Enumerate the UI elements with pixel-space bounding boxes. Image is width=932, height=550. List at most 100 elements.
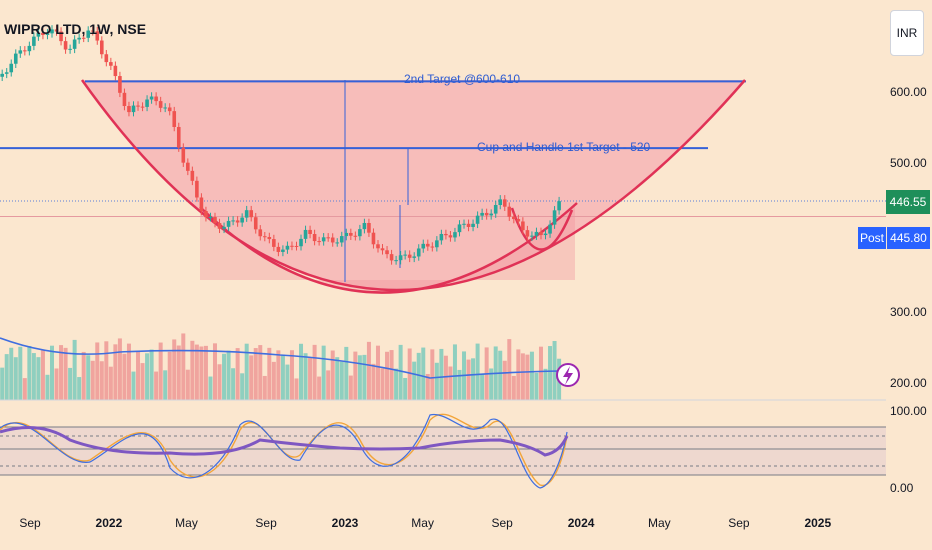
candle-body <box>398 255 403 261</box>
volume-bar <box>4 354 9 400</box>
candle-body <box>235 220 240 223</box>
candle-body <box>9 63 14 73</box>
candle-body <box>213 216 217 224</box>
cup-inner-shading <box>200 205 575 294</box>
candle-body <box>217 223 222 229</box>
candle-body <box>385 250 389 255</box>
volume-bar <box>222 353 227 400</box>
volume-bar <box>172 339 177 400</box>
candle-body <box>253 217 258 230</box>
candle-body <box>104 54 109 63</box>
target2-annotation: 2nd Target @600-610 <box>404 72 521 86</box>
candle-body <box>498 199 503 206</box>
target1-annotation: Cup and Handle 1st Target - 520 <box>477 140 651 154</box>
candle-body <box>548 224 552 234</box>
candle-body <box>32 36 36 46</box>
volume-bar <box>81 351 86 400</box>
volume-bar <box>181 333 186 400</box>
volume-bar <box>520 353 525 400</box>
candle-body <box>99 40 104 55</box>
candle-body <box>0 73 4 77</box>
volume-bar <box>285 364 290 400</box>
candle-body <box>358 229 362 237</box>
volume-bar <box>240 373 245 400</box>
candle-body <box>435 240 439 248</box>
volume-bar <box>145 353 150 400</box>
volume-bar <box>385 351 390 400</box>
candle-body <box>122 92 127 107</box>
candle-body <box>371 232 376 245</box>
volume-bar <box>357 355 362 400</box>
cup-outer-curve <box>80 79 746 292</box>
volume-bar <box>507 339 512 400</box>
volume-bar <box>335 357 340 400</box>
volume-bar <box>63 347 68 400</box>
candle-body <box>403 254 407 256</box>
volume-bar <box>452 344 457 400</box>
candle-body <box>507 206 512 217</box>
volume-bar <box>543 368 548 400</box>
volume-bar <box>9 347 14 400</box>
volume-bar <box>208 376 213 400</box>
time-tick-label: Sep <box>491 516 513 530</box>
price-tick-label: 300.00 <box>890 305 927 319</box>
volume-bar <box>72 339 77 400</box>
candle-body <box>321 237 326 242</box>
volume-bar <box>294 378 299 400</box>
candle-body <box>199 197 204 212</box>
candle-body <box>457 224 462 233</box>
volume-bar <box>176 345 181 400</box>
candle-body <box>294 245 299 247</box>
candle-body <box>136 105 140 107</box>
volume-bar <box>471 358 476 400</box>
volume-bar <box>371 363 376 400</box>
candle-body <box>113 65 118 77</box>
candle-body <box>308 229 312 235</box>
volume-bar <box>235 348 240 400</box>
candle-body <box>525 230 530 237</box>
volume-bar <box>253 348 258 400</box>
oscillator-d-line <box>0 414 568 489</box>
price-tick-label: 200.00 <box>890 376 927 390</box>
candle-body <box>13 53 18 64</box>
candle-body <box>453 232 457 238</box>
volume-bar <box>475 343 480 400</box>
volume-bar <box>457 369 462 400</box>
candle-body <box>552 210 557 225</box>
volume-bar <box>244 343 249 400</box>
currency-button[interactable]: INR <box>890 10 924 56</box>
volume-bar <box>18 346 23 400</box>
volume-bar <box>366 341 371 400</box>
candle-body <box>244 210 249 218</box>
volume-bar <box>308 357 313 400</box>
volume-bar <box>104 341 109 400</box>
volume-bar <box>217 364 222 400</box>
volume-bar <box>480 373 485 400</box>
volume-bar <box>249 355 254 400</box>
volume-bar <box>321 345 326 400</box>
candle-body <box>349 232 353 236</box>
volume-bar <box>448 366 453 400</box>
volume-bar <box>158 342 163 400</box>
lightning-bolt-icon <box>563 366 573 385</box>
candle-body <box>416 248 421 257</box>
candle-body <box>95 31 100 41</box>
candle-body <box>557 201 561 211</box>
volume-bar <box>226 350 231 400</box>
volume-bar <box>303 353 308 400</box>
volume-bar <box>516 349 521 400</box>
candle-body <box>394 260 398 262</box>
candle-body <box>27 45 32 52</box>
volume-bar <box>548 346 553 400</box>
candle-body <box>299 238 303 247</box>
candle-body <box>140 106 145 108</box>
candle-body <box>353 235 358 237</box>
candle-body <box>303 229 308 239</box>
volume-bar <box>154 371 159 400</box>
volume-bar <box>362 354 367 400</box>
candle-body <box>502 199 507 207</box>
volume-bar <box>22 378 27 400</box>
cup-shading <box>82 80 745 290</box>
candle-body <box>167 107 172 112</box>
